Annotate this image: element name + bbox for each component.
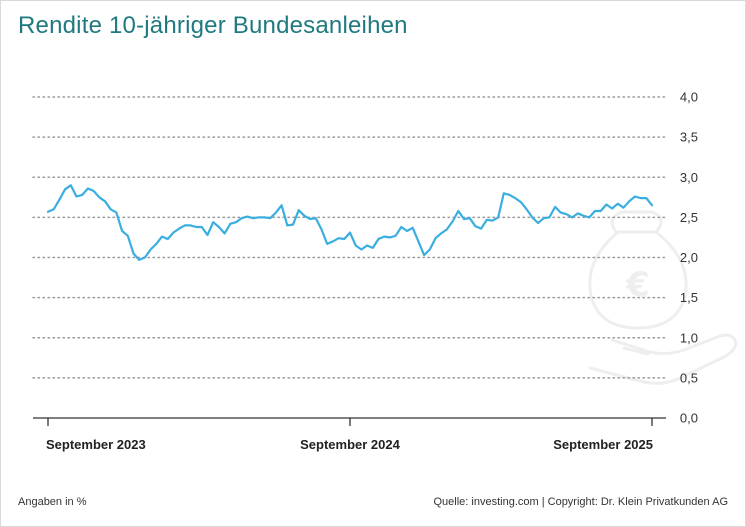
euro-moneybag-hand-watermark-icon: [588, 210, 738, 385]
y-tick-label: 0,0: [680, 411, 698, 426]
euro-symbol-watermark: €: [625, 265, 650, 305]
x-tick-label: September 2025: [553, 437, 653, 452]
y-tick-label: 1,0: [680, 330, 698, 345]
footer-source: Quelle: investing.com | Copyright: Dr. K…: [433, 496, 729, 508]
y-tick-label: 3,0: [680, 170, 698, 185]
y-tick-label: 0,5: [680, 370, 698, 385]
y-tick-label: 1,5: [680, 290, 698, 305]
footer-units-note: Angaben in %: [18, 496, 87, 508]
y-tick-label: 2,5: [680, 210, 698, 225]
x-tick-label: September 2023: [46, 437, 146, 452]
x-tick-label: September 2024: [300, 437, 400, 452]
series-line-rendite: [46, 184, 654, 261]
y-tick-label: 4,0: [680, 90, 698, 105]
chart-title: Rendite 10-jähriger Bundesanleihen: [18, 12, 408, 39]
y-tick-label: 3,5: [680, 130, 698, 145]
y-tick-label: 2,0: [680, 250, 698, 265]
